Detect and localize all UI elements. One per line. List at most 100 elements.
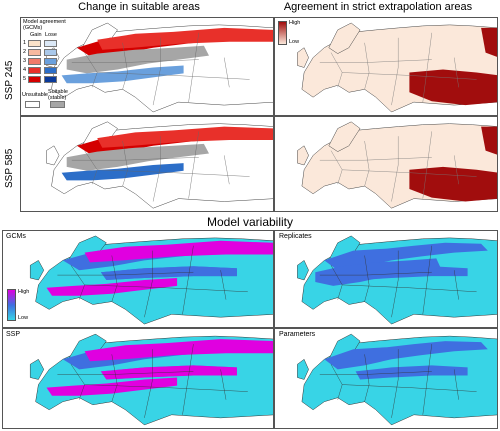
header-variability: Model variability <box>206 215 294 229</box>
country-border <box>364 140 370 187</box>
country-border <box>111 255 118 302</box>
country-border <box>182 344 194 415</box>
land-mass <box>297 47 309 68</box>
map-change-ssp585 <box>20 116 274 212</box>
high-variability-area <box>84 339 273 362</box>
land-mass <box>328 121 361 152</box>
high-agreement-area <box>481 126 497 155</box>
country-border <box>454 155 459 185</box>
panel-label-gcms: GCMs <box>6 233 26 240</box>
stable-area <box>66 45 209 74</box>
country-border <box>319 157 432 161</box>
country-border <box>422 131 432 199</box>
country-border <box>224 155 230 185</box>
land-mass <box>46 145 60 166</box>
country-border <box>70 265 85 300</box>
country-border <box>319 59 432 63</box>
legend-suitable-label: Suitable (stable) <box>48 89 68 102</box>
legend-level-4: 4 <box>23 67 27 73</box>
country-border <box>391 349 399 418</box>
country-border <box>454 270 459 300</box>
country-border <box>364 354 370 402</box>
agreement-low-label: Low <box>289 39 300 45</box>
high-variability-area <box>46 377 178 396</box>
legend-lose-label: Lose <box>45 32 57 38</box>
country-border <box>182 245 194 315</box>
map-variability-gcms: GCMs High Low <box>2 230 274 328</box>
variability-area <box>315 258 441 286</box>
country-border <box>342 384 477 392</box>
country-border <box>188 131 199 199</box>
legend-level-5: 5 <box>23 76 27 82</box>
country-border <box>84 384 248 392</box>
legend-lose-swatch <box>44 58 57 65</box>
variability-area <box>324 242 488 271</box>
gain-area <box>97 27 273 50</box>
legend-level-3: 3 <box>23 58 27 64</box>
variability-low-label: Low <box>18 315 29 321</box>
country-border <box>71 157 199 161</box>
legend-suitable-swatch <box>50 101 65 108</box>
legend-gain-swatch <box>28 76 41 83</box>
high-variability-area <box>84 240 273 263</box>
legend-level-1: 1 <box>23 40 27 46</box>
country-border <box>422 245 432 315</box>
panel-label-parameters: Parameters <box>279 331 316 338</box>
legend-level-2: 2 <box>23 49 27 55</box>
country-border <box>57 272 194 276</box>
legend-lose-swatch <box>44 67 57 74</box>
country-border <box>188 32 199 103</box>
country-border <box>342 72 477 80</box>
legend-lose-swatch <box>44 49 57 56</box>
country-border <box>111 354 118 402</box>
country-border <box>220 369 227 400</box>
country-border <box>391 250 399 318</box>
country-border <box>422 344 432 415</box>
country-border <box>391 37 399 106</box>
variability-high-label: High <box>18 289 30 295</box>
country-border <box>144 250 153 318</box>
map-agreement-ssp585 <box>274 116 498 212</box>
gain-area <box>97 126 273 148</box>
country-border <box>364 42 370 90</box>
loss-area <box>61 65 184 84</box>
row-label-ssp245: SSP 245 <box>4 60 15 100</box>
header-change: Change in suitable areas <box>78 1 200 13</box>
map-variability-ssp: SSP <box>2 328 274 429</box>
country-border <box>122 140 128 187</box>
legend-gain-swatch <box>28 67 41 74</box>
country-border <box>391 136 399 202</box>
variability-area <box>324 341 488 370</box>
map-change-ssp245: Model agreement (GCMs) Gain Lose 1 2 3 4… <box>20 17 274 116</box>
agreement-high-label: High <box>289 20 301 26</box>
high-agreement-area <box>409 69 497 106</box>
legend-unsuitable-label: Unsuitable <box>22 92 48 98</box>
panel-label-ssp: SSP <box>6 331 21 338</box>
land-mass <box>297 358 309 380</box>
high-variability-area <box>46 278 178 296</box>
country-border <box>71 59 199 63</box>
country-border <box>319 272 432 276</box>
stable-area <box>66 143 209 171</box>
country-border <box>57 371 194 375</box>
country-border <box>224 57 230 88</box>
map-variability-parameters: Parameters <box>274 328 498 429</box>
agreement-colorbar <box>278 21 287 45</box>
loss-area <box>61 163 184 181</box>
country-border <box>220 270 227 300</box>
land-mass <box>297 260 309 281</box>
header-agreement: Agreement in strict extrapolation areas <box>283 1 473 13</box>
legend-lose-swatch <box>44 76 57 83</box>
panel-label-replicates: Replicates <box>279 233 312 240</box>
country-border <box>454 369 459 400</box>
country-border <box>97 72 250 80</box>
country-border <box>122 42 128 90</box>
land-mass <box>328 22 361 54</box>
country-border <box>84 284 248 292</box>
country-border <box>97 169 250 177</box>
variability-colorbar <box>7 289 16 321</box>
country-border <box>152 136 161 202</box>
country-border <box>152 37 161 106</box>
country-border <box>342 169 477 177</box>
high-agreement-area <box>481 27 497 57</box>
